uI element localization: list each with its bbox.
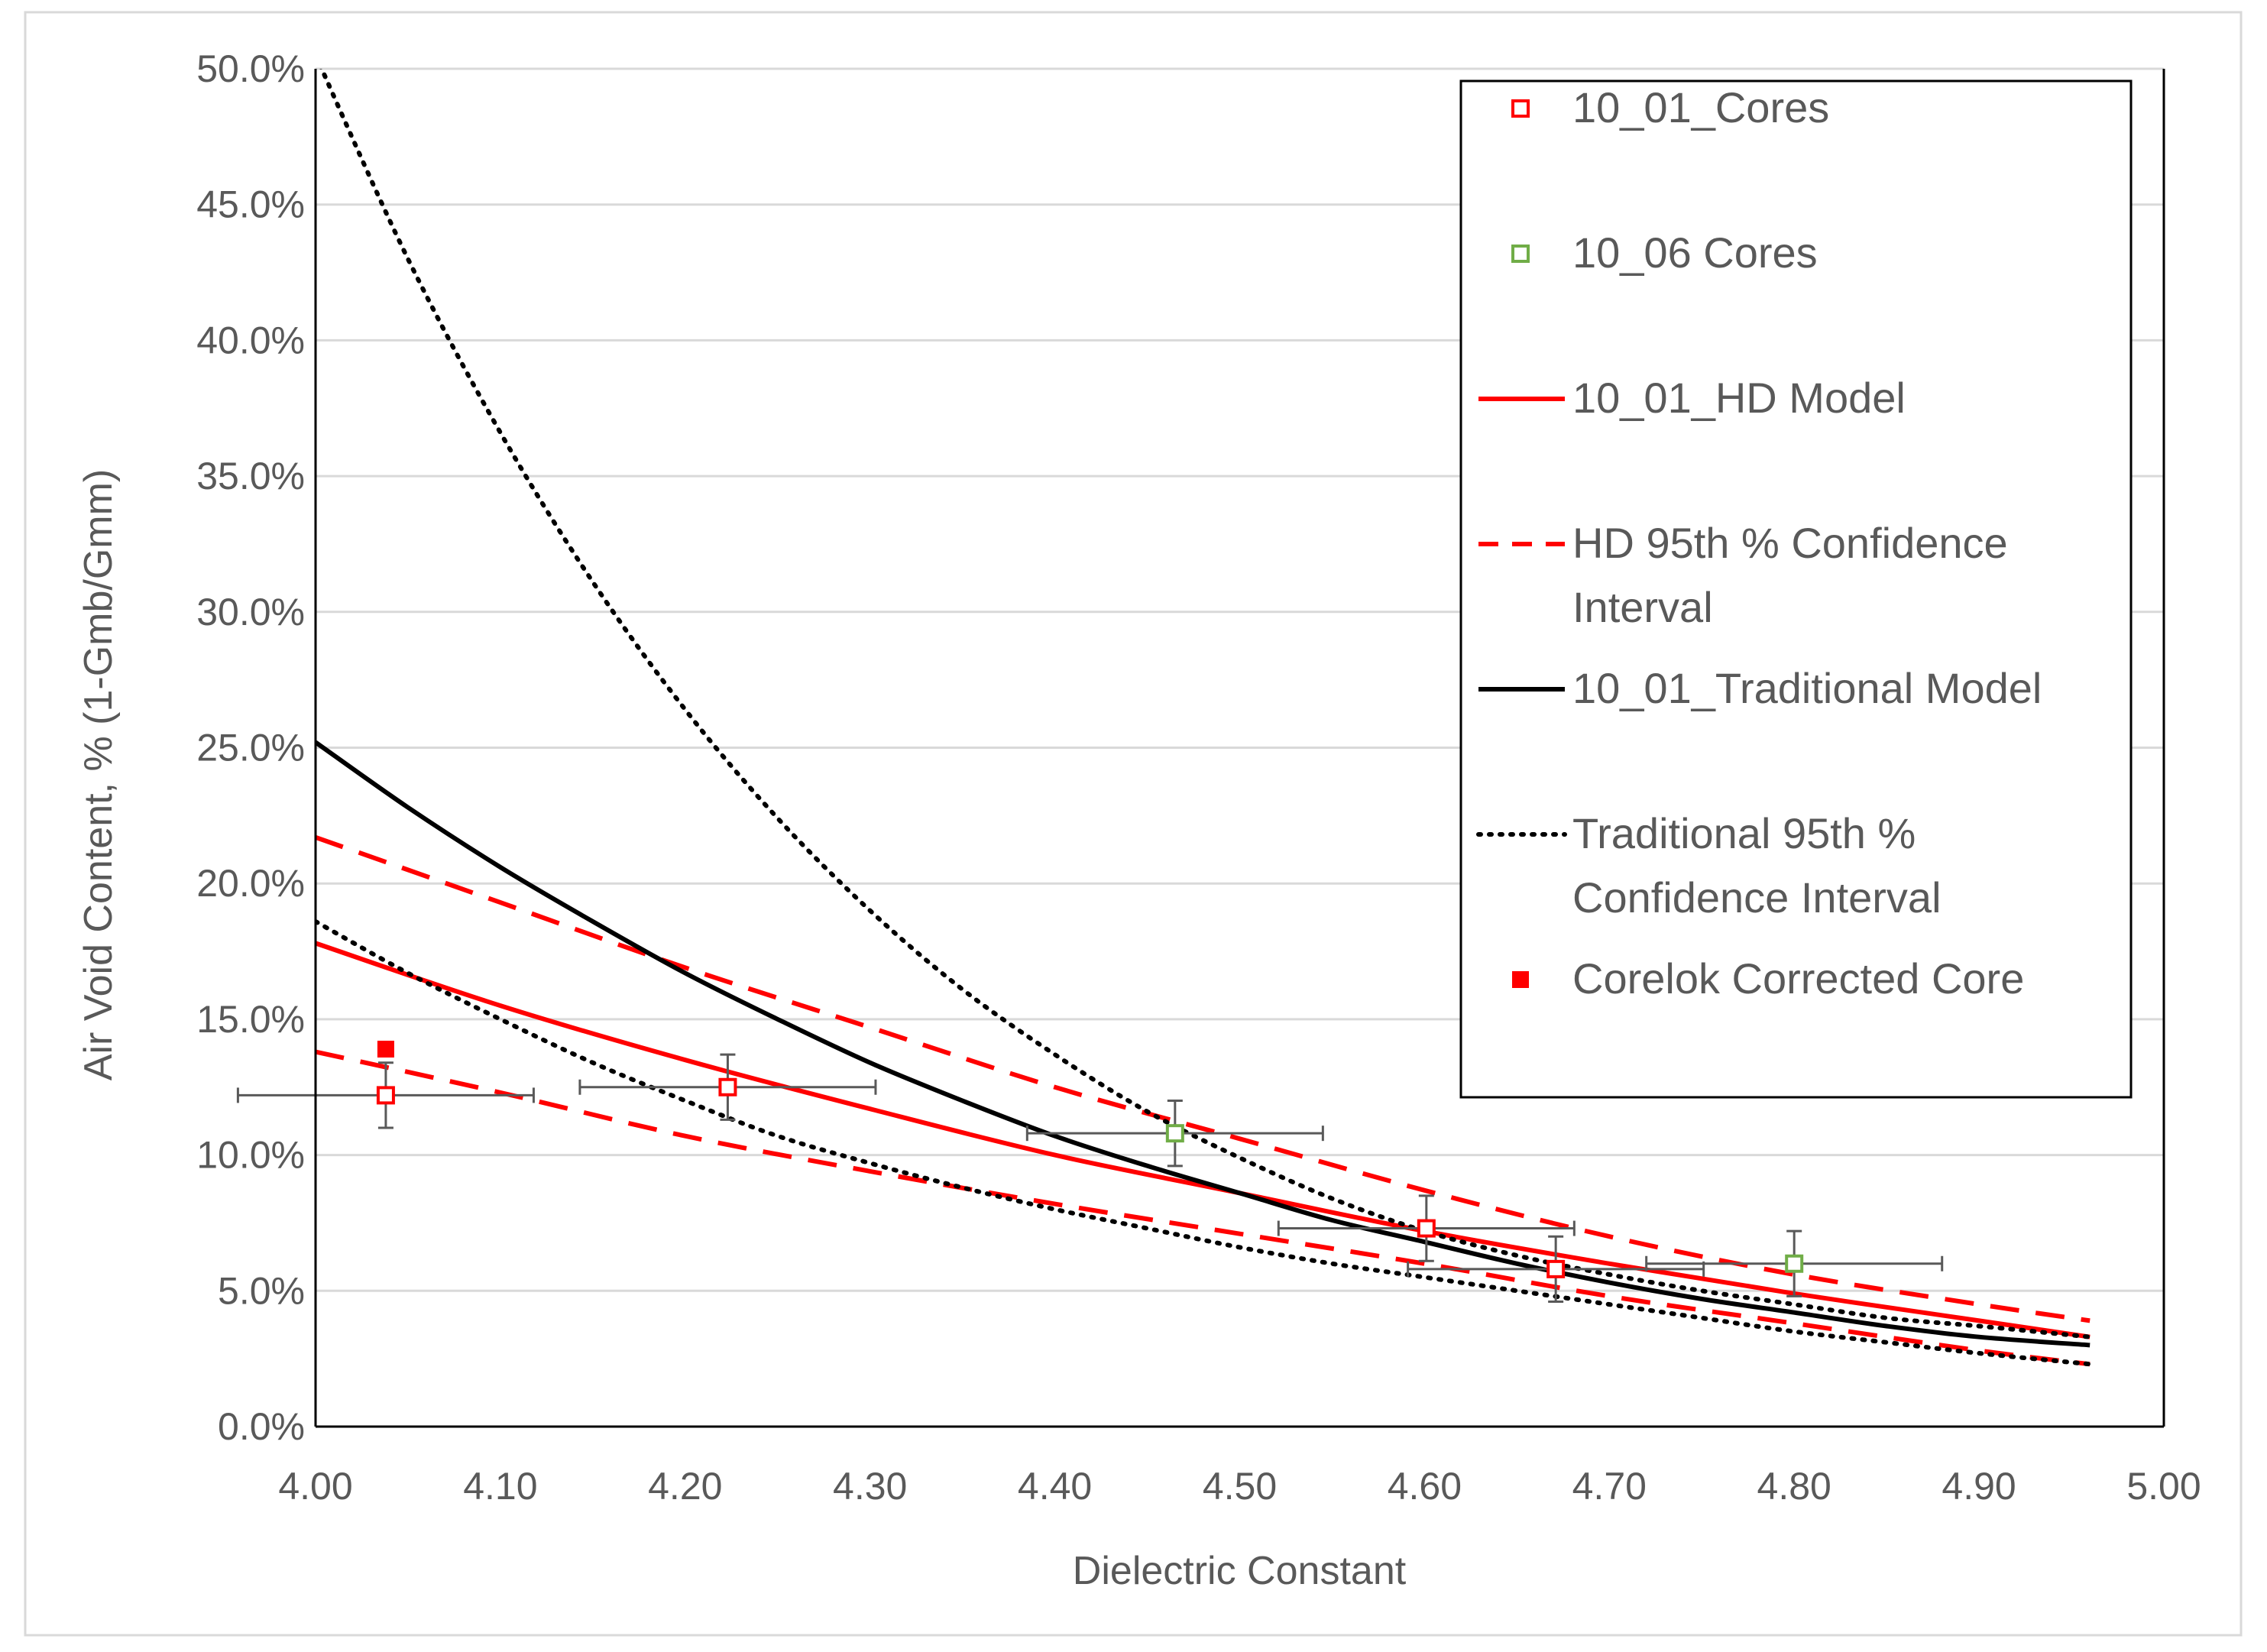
legend-10-01-cores-symbol <box>1511 99 1530 118</box>
legend-hd-95th-confidence-interval-label-line: Interval <box>1572 583 1713 631</box>
y-tick-label: 25.0% <box>196 727 305 769</box>
10-06-cores-point <box>1165 1124 1184 1143</box>
legend-box <box>1459 79 2133 1099</box>
traditional-95th-confidence-interval-lower-line <box>316 919 2093 1367</box>
x-tick-label: 5.00 <box>2126 1465 2201 1508</box>
legend-10-01-hd-model-label-line: 10_01_HD Model <box>1572 374 1906 422</box>
y-tick-label: 45.0% <box>196 183 305 226</box>
y-tick-label: 35.0% <box>196 455 305 497</box>
y-tick-label: 5.0% <box>218 1269 305 1312</box>
axes-layer <box>314 69 2165 1428</box>
legend-10-06-cores-label-line: 10_06 Cores <box>1572 228 1818 277</box>
y-tick-label: 0.0% <box>218 1405 305 1448</box>
legend-hd-95th-confidence-interval-label: HD 95th % Confidence Interval <box>1572 519 2008 631</box>
y-axis-title: Air Void Content, % (1-Gmb/Gmm) <box>76 469 121 1080</box>
legend-10-01-traditional-model-label: 10_01_Traditional Model <box>1572 664 2042 712</box>
legend-10-01-cores-label: 10_01_Cores <box>1572 83 1829 131</box>
10-01-cores-point <box>718 1077 737 1096</box>
x-tick-label: 4.40 <box>1018 1465 1092 1508</box>
10-01-cores-point <box>1546 1259 1566 1278</box>
legend-corelok-corrected-core-label-line: Corelok Corrected Core <box>1572 954 2024 1003</box>
x-tick-label: 4.70 <box>1572 1465 1647 1508</box>
legend-hd-95th-confidence-interval-label-line: HD 95th % Confidence <box>1572 519 2008 567</box>
10-06-cores-point <box>1785 1254 1804 1273</box>
x-tick-label: 4.10 <box>463 1465 537 1508</box>
hd-95th-confidence-interval-upper-line <box>316 834 2090 1323</box>
y-tick-label: 50.0% <box>196 47 305 90</box>
10-01-cores-point <box>376 1086 395 1105</box>
y-tick-label: 20.0% <box>196 862 305 905</box>
y-tick-label: 30.0% <box>196 591 305 633</box>
legend-traditional-95th-confidence-interval-label: Traditional 95th % Confidence Interval <box>1572 809 1942 922</box>
legend-10-06-cores-symbol <box>1511 245 1530 263</box>
legend-corelok-corrected-core-symbol <box>1512 971 1529 988</box>
legend-10-06-cores-label: 10_06 Cores <box>1572 228 1818 277</box>
y-tick-label: 15.0% <box>196 998 305 1041</box>
x-tick-label: 4.00 <box>278 1465 352 1508</box>
x-axis-title: Dielectric Constant <box>1073 1549 1407 1593</box>
x-tick-label: 4.90 <box>1942 1465 2016 1508</box>
legend-10-01-traditional-model-label-line: 10_01_Traditional Model <box>1572 664 2042 712</box>
legend-traditional-95th-confidence-interval-label-line: Traditional 95th % <box>1572 809 1916 857</box>
y-tick-label: 10.0% <box>196 1134 305 1177</box>
y-tick-label: 40.0% <box>196 319 305 361</box>
hd-95th-confidence-interval-lower-line <box>316 1049 2090 1367</box>
legend-corelok-corrected-core-label: Corelok Corrected Core <box>1572 954 2024 1003</box>
traditional-95th-confidence-interval-upper-line <box>319 69 2093 1339</box>
legend-traditional-95th-confidence-interval-label-line: Confidence Interval <box>1572 873 1942 922</box>
x-tick-label: 4.50 <box>1203 1465 1277 1508</box>
x-tick-label: 4.60 <box>1388 1465 1462 1508</box>
legend-10-01-hd-model-label: 10_01_HD Model <box>1572 374 1906 422</box>
legend-10-01-cores-label-line: 10_01_Cores <box>1572 83 1829 131</box>
10-01-cores-point <box>1417 1219 1436 1238</box>
10-01-traditional-model-line <box>316 740 2090 1348</box>
legend: 10_01_Cores 10_06 Cores 10_01_HD Model HD 9… <box>1459 79 2133 1099</box>
tick-label-layer: 0.0% 5.0% 10.0% 15.0% 20.0% 25.0% 30.0% 35.0% 40… <box>196 47 2201 1508</box>
corelok-corrected-core-point <box>377 1040 394 1058</box>
series-layer <box>236 69 2093 1367</box>
x-tick-label: 4.30 <box>833 1465 907 1508</box>
x-tick-label: 4.80 <box>1757 1465 1831 1508</box>
x-tick-label: 4.20 <box>648 1465 722 1508</box>
